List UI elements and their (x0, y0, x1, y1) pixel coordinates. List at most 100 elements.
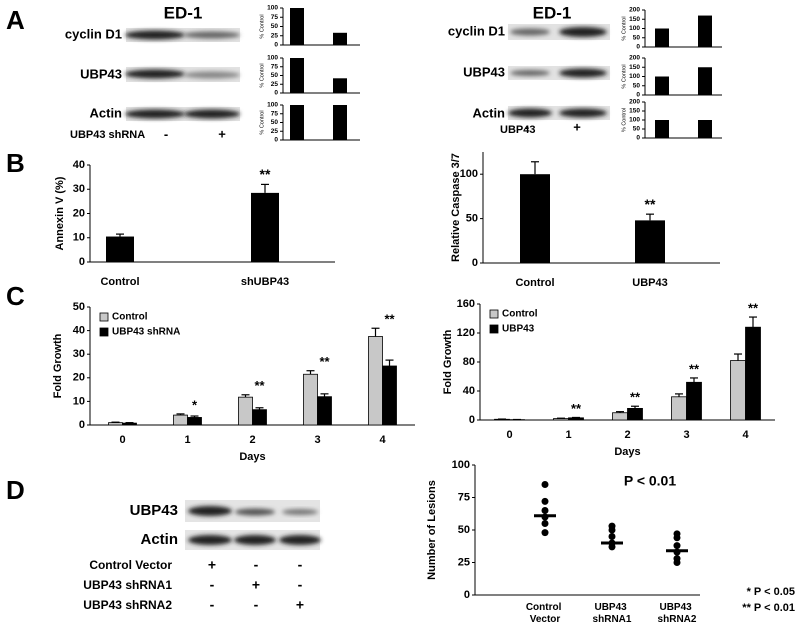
significance: ** (384, 312, 395, 327)
y-tick-label: 25 (271, 32, 279, 39)
y-tick-label: 25 (271, 81, 279, 88)
lane-sign: - (525, 119, 529, 134)
lane-sign: + (208, 557, 216, 573)
y-tick-label: 0 (274, 137, 278, 144)
y-tick-label: 100 (629, 25, 640, 32)
lane-sign: - (164, 126, 168, 141)
lane-sign: + (218, 126, 226, 141)
chart: 0 10 20 30 40 Annexin V (%) Control ** shUBP43 (54, 159, 335, 288)
x-tick-label: UBP43 (632, 277, 667, 289)
y-axis-label: Number of Lesions (426, 480, 438, 580)
y-tick-label: 50 (466, 213, 478, 225)
data-point (541, 529, 549, 537)
y-tick-label: 50 (633, 82, 641, 89)
y-tick-label: 100 (629, 117, 640, 124)
bar (627, 407, 643, 421)
x-tick-label: 4 (379, 434, 386, 446)
x-tick-label: 3 (683, 429, 689, 441)
y-tick-label: 30 (73, 183, 85, 195)
y-tick-label: 0 (274, 90, 278, 97)
y-tick-label: 150 (629, 64, 640, 71)
lane-sign: - (254, 557, 259, 573)
y-tick-label: 0 (79, 256, 85, 268)
x-tick-label: UBP43 shRNA1 (593, 602, 632, 623)
blot-row-label: Actin (141, 531, 179, 548)
condition-label: Control Vector (89, 558, 172, 572)
blot-title: ED-1 (533, 3, 572, 22)
y-tick-label: 50 (271, 119, 279, 126)
significance: * (192, 397, 198, 412)
bar (382, 365, 397, 426)
bar (730, 360, 746, 421)
blot-image (125, 28, 240, 121)
x-tick-label: Control (515, 277, 554, 289)
legend-swatch (489, 309, 499, 319)
x-tick-label: 4 (742, 429, 749, 441)
y-tick-label: 80 (463, 356, 475, 368)
y-tick-label: 0 (472, 257, 478, 269)
y-tick-label: 10 (73, 232, 85, 244)
y-tick-label: 0 (469, 414, 475, 426)
legend-label: Control (112, 312, 148, 323)
y-tick-label: 40 (73, 159, 85, 171)
bar (173, 414, 188, 426)
x-tick-label: Control Vector (526, 602, 564, 623)
x-tick-label: shUBP43 (241, 276, 289, 288)
bar (238, 396, 253, 426)
data-point (541, 481, 549, 488)
blot-row-label: UBP43 (130, 502, 178, 519)
legend-label: Control (502, 309, 538, 320)
y-tick-label: 0 (274, 42, 278, 49)
lane-sign: + (252, 577, 260, 593)
data-point (541, 497, 549, 505)
legend-label: UBP43 (502, 324, 535, 335)
legend-swatch (99, 327, 109, 337)
x-tick-label: 0 (119, 434, 125, 446)
blot-title: ED-1 (164, 3, 203, 22)
lane-sign: - (210, 597, 215, 613)
y-tick-label: 100 (267, 102, 278, 109)
bar (187, 417, 202, 426)
y-tick-label: 75 (271, 14, 279, 21)
panel-label: C (6, 281, 25, 311)
y-tick-label: 25 (458, 556, 470, 568)
bar (368, 336, 383, 426)
footnote: * P < 0.05 (747, 586, 795, 598)
bar (333, 78, 347, 93)
data-point (673, 559, 681, 566)
footnote: ** P < 0.01 (742, 602, 795, 614)
bar (655, 120, 669, 138)
significance: ** (748, 300, 759, 315)
y-tick-label: 100 (452, 459, 470, 471)
bar (317, 396, 332, 426)
significance: ** (260, 166, 271, 182)
y-tick-label: 0 (79, 419, 85, 431)
y-axis-label: % Control (259, 63, 265, 87)
lane-sign: - (210, 577, 215, 593)
y-tick-label: 150 (629, 108, 640, 115)
y-tick-label: 20 (73, 372, 85, 384)
y-tick-label: 40 (463, 385, 475, 397)
chart: 0 10 20 30 40 50 Fold Growth 0 * 1 ** 2 ** 3 ** 4 Days Co… (52, 301, 415, 463)
bar (745, 326, 761, 421)
y-axis-label: % Control (621, 16, 627, 40)
y-tick-label: 200 (629, 99, 640, 106)
blot-image (508, 24, 610, 120)
bar (698, 120, 712, 138)
y-tick-label: 160 (457, 298, 475, 310)
blot-row-label: cyclin D1 (65, 26, 122, 41)
y-tick-label: 30 (73, 348, 85, 360)
bar (106, 236, 134, 262)
y-tick-label: 50 (633, 126, 641, 133)
bar (290, 8, 304, 45)
y-tick-label: 200 (629, 55, 640, 62)
chart: 0 50 100 150 200% Control (621, 7, 722, 51)
x-axis-label: Days (614, 446, 640, 458)
legend-swatch (489, 324, 499, 334)
panel-label: A (6, 5, 25, 35)
chart: 0 25 50 75 100 Number of Lesions Control Vecto… (426, 459, 700, 623)
blot-image (185, 500, 321, 550)
